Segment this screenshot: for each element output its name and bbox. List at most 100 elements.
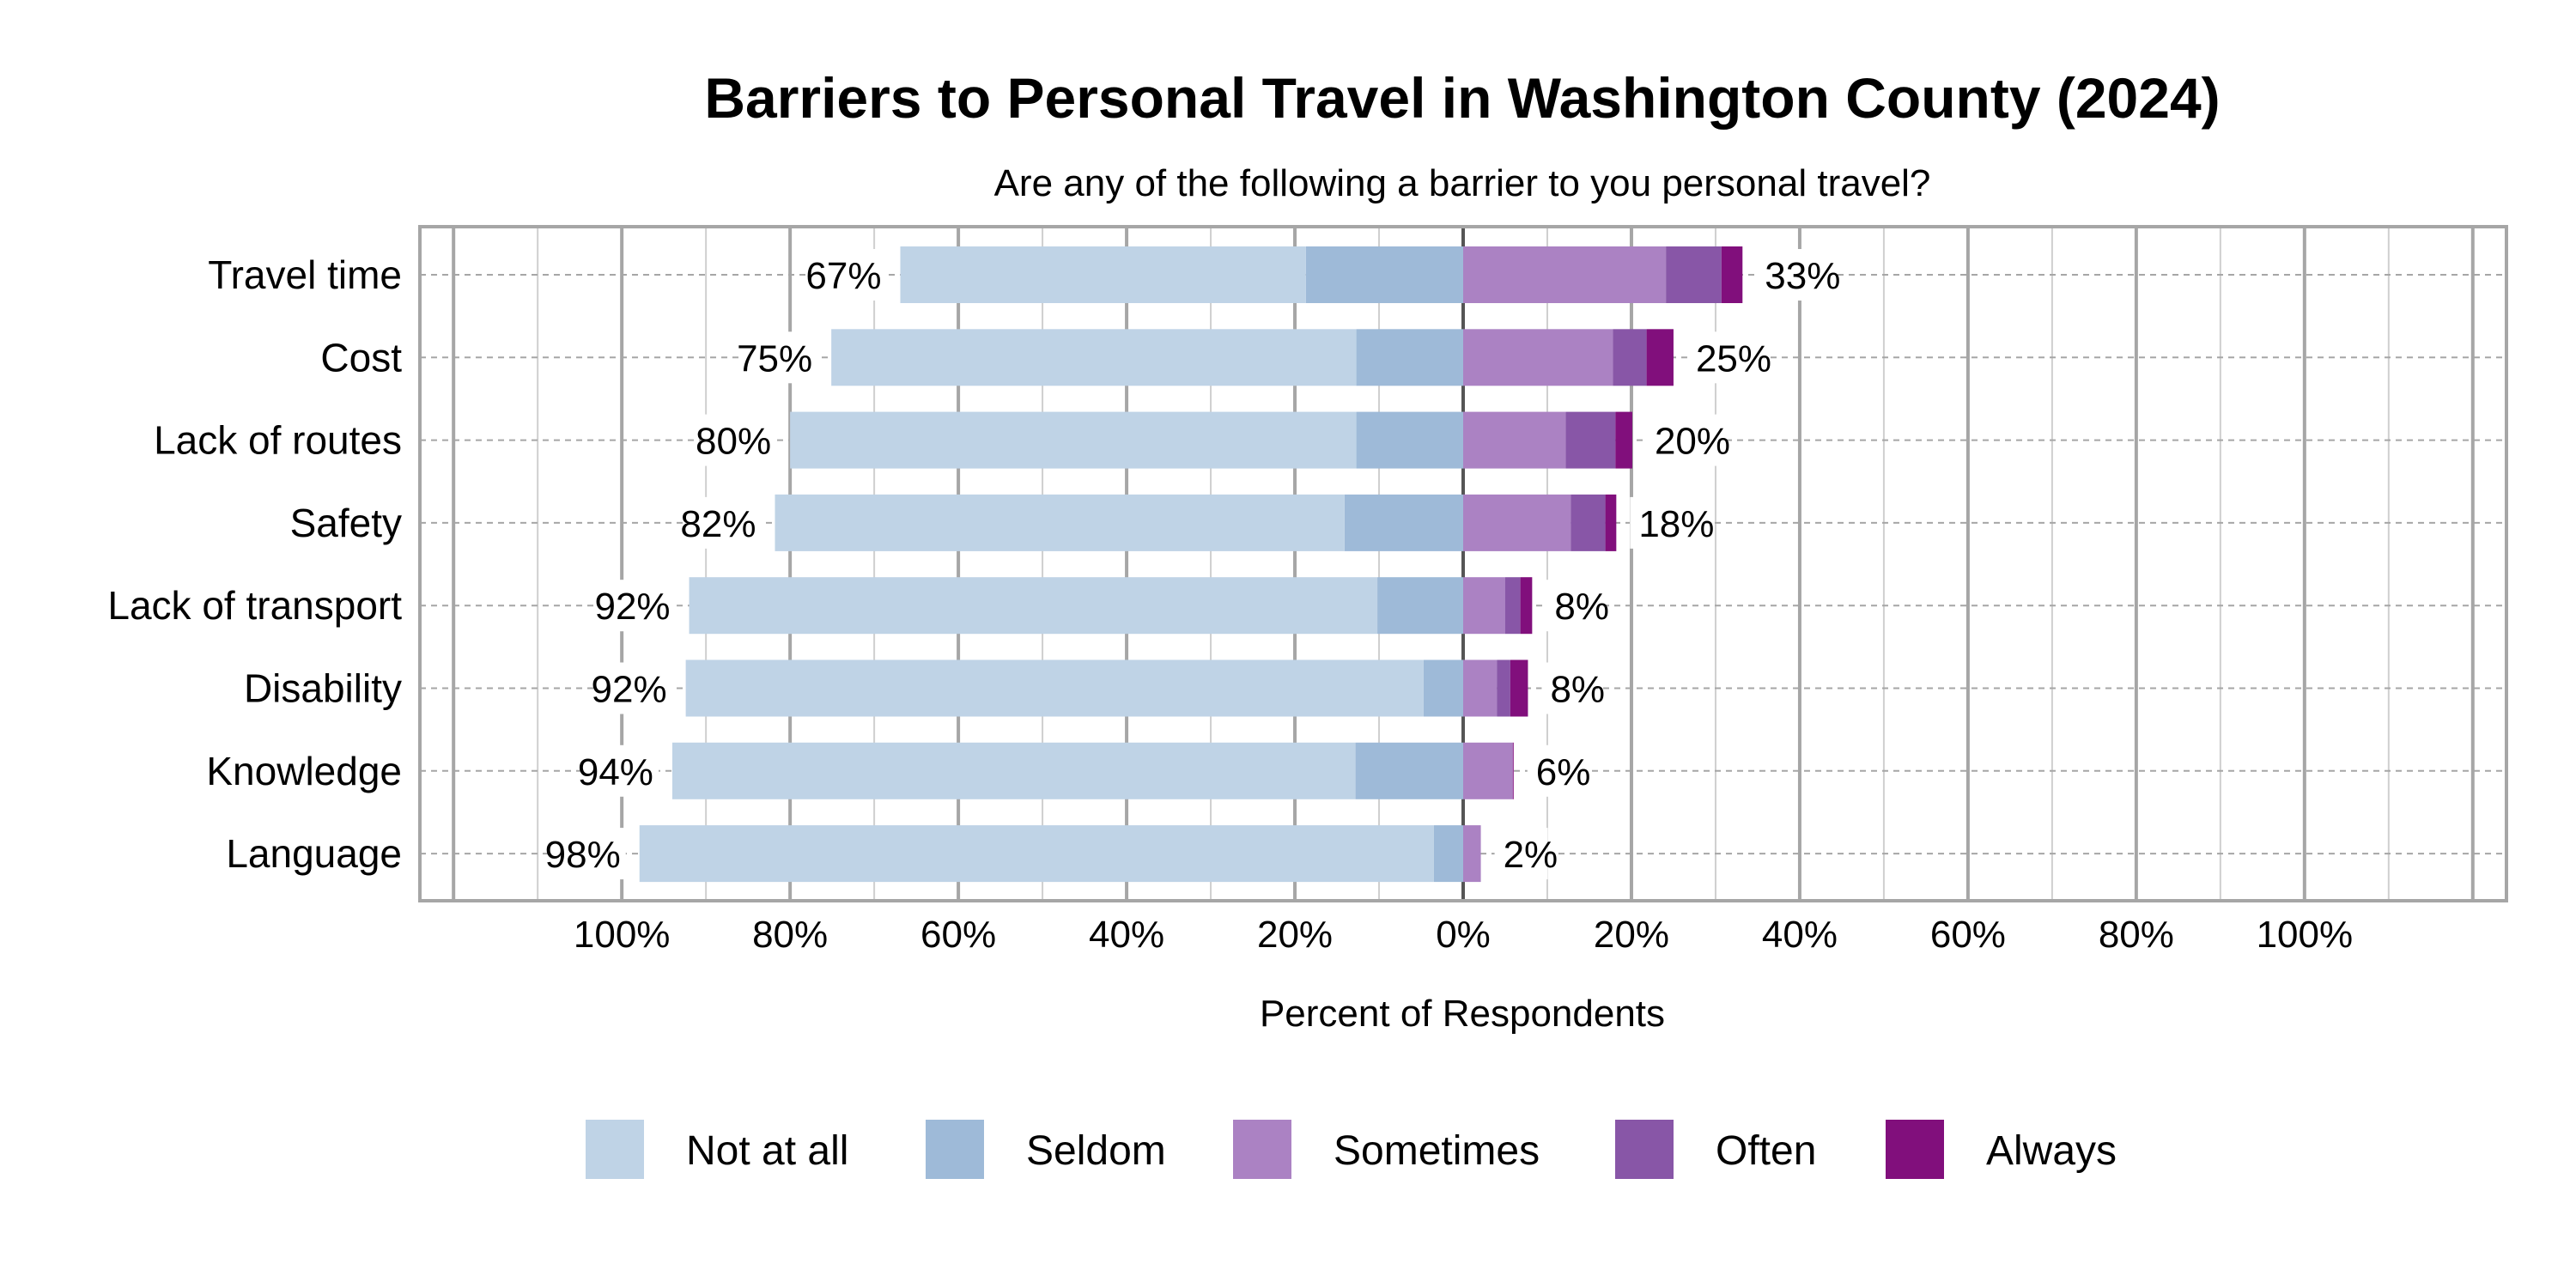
label-background xyxy=(743,331,818,384)
label-background xyxy=(583,744,659,797)
bar-segment-seldom xyxy=(1344,494,1463,551)
chart-subtitle: Are any of the following a barrier to yo… xyxy=(994,162,1931,204)
legend: Not at all Seldom Sometimes Often Always xyxy=(586,1120,2117,1179)
label-background xyxy=(1494,828,1548,880)
left-total-label: 82% xyxy=(680,503,756,545)
right-total-label: 2% xyxy=(1504,834,1558,876)
legend-label: Seldom xyxy=(1026,1128,1166,1174)
category-label: Travel time xyxy=(208,252,402,297)
category-label: Disability xyxy=(244,666,402,711)
bar-segment-seldom xyxy=(1377,577,1463,635)
bar-segment-not-at-all xyxy=(689,577,1378,635)
bar-segment-always xyxy=(1605,494,1617,551)
label-background xyxy=(1546,580,1600,632)
bar-segment-sometimes xyxy=(1463,742,1513,799)
chart-title: Barriers to Personal Travel in Washingto… xyxy=(704,66,2220,130)
label-background xyxy=(600,580,676,632)
legend-swatch-seldom xyxy=(926,1120,984,1179)
x-tick-labels: 100% 80% 60% 40% 20% 0% 20% 40% 60% 80% 100% xyxy=(574,914,2353,956)
left-total-label: 80% xyxy=(696,421,771,463)
bar-segment-always xyxy=(1646,329,1674,386)
x-axis-title: Percent of Respondents xyxy=(1260,993,1665,1035)
bar-segment-often xyxy=(1504,577,1521,635)
left-total-label: 98% xyxy=(545,834,621,876)
bar-segment-sometimes xyxy=(1463,825,1481,883)
left-total-label: 75% xyxy=(737,337,812,380)
bar-segment-sometimes xyxy=(1463,329,1613,386)
bar-segment-always xyxy=(1510,659,1528,717)
bar-segment-seldom xyxy=(1356,329,1463,386)
legend-label: Sometimes xyxy=(1334,1128,1540,1174)
value-labels: 67% 33% 75% 25% 80% 20% 82% 18% 92% 8% 92% 8% 94% 6% 9… xyxy=(545,249,1840,880)
right-total-label: 18% xyxy=(1638,503,1714,545)
category-label: Cost xyxy=(320,335,402,380)
x-tick-label: 80% xyxy=(752,914,828,956)
label-background xyxy=(1630,496,1705,549)
bar-segment-often xyxy=(1571,494,1606,551)
x-tick-label: 40% xyxy=(1762,914,1838,956)
bar-segment-often xyxy=(1666,246,1722,303)
x-tick-label: 20% xyxy=(1257,914,1333,956)
bar-segment-sometimes xyxy=(1463,577,1505,635)
label-background xyxy=(1541,662,1595,714)
bar-segment-often xyxy=(1613,329,1647,386)
bar-segment-not-at-all xyxy=(790,411,1357,469)
label-background xyxy=(811,249,887,301)
right-total-label: 33% xyxy=(1765,255,1840,297)
bar-segment-seldom xyxy=(1305,246,1463,303)
category-label: Safety xyxy=(290,501,402,545)
label-background xyxy=(1756,249,1832,301)
bars xyxy=(639,246,1743,883)
bar-segment-always xyxy=(1512,742,1514,799)
x-tick-label: 60% xyxy=(920,914,996,956)
bar-segment-not-at-all xyxy=(685,659,1424,717)
bar-segment-sometimes xyxy=(1463,494,1571,551)
bar-segment-sometimes xyxy=(1463,659,1498,717)
bar-segment-often xyxy=(1565,411,1616,469)
category-label: Language xyxy=(226,831,402,876)
legend-swatch-not-at-all xyxy=(586,1120,644,1179)
right-total-label: 8% xyxy=(1550,669,1605,711)
bar-segment-seldom xyxy=(1355,742,1463,799)
left-total-label: 94% xyxy=(578,751,653,793)
label-background xyxy=(1527,744,1581,797)
gridlines xyxy=(420,227,2506,901)
label-background xyxy=(597,662,672,714)
legend-label: Often xyxy=(1716,1128,1816,1174)
x-tick-label: 40% xyxy=(1089,914,1164,956)
bar-segment-seldom xyxy=(1433,825,1463,883)
right-total-label: 20% xyxy=(1655,421,1730,463)
category-labels: Travel time Cost Lack of routes Safety Lack … xyxy=(107,252,402,876)
right-total-label: 8% xyxy=(1554,586,1609,628)
category-label: Lack of transport xyxy=(107,583,402,628)
plot-frame xyxy=(418,225,2508,902)
label-background xyxy=(550,828,626,880)
right-total-label: 6% xyxy=(1536,751,1591,793)
bar-segment-sometimes xyxy=(1463,246,1667,303)
label-background xyxy=(686,496,762,549)
x-tick-label: 80% xyxy=(2099,914,2174,956)
x-tick-label: 100% xyxy=(574,914,671,956)
legend-swatch-always xyxy=(1886,1120,1944,1179)
bar-segment-often xyxy=(1497,659,1510,717)
bar-segment-not-at-all xyxy=(671,742,1356,799)
x-tick-label: 100% xyxy=(2257,914,2354,956)
x-tick-label: 60% xyxy=(1930,914,2006,956)
category-label: Knowledge xyxy=(206,749,402,793)
label-background xyxy=(1686,331,1762,384)
category-label: Lack of routes xyxy=(154,418,402,463)
bar-segment-always xyxy=(1721,246,1743,303)
bar-segment-always xyxy=(1615,411,1632,469)
right-total-label: 25% xyxy=(1696,337,1771,380)
bar-segment-not-at-all xyxy=(639,825,1434,883)
bar-segment-always xyxy=(1520,577,1533,635)
legend-label: Not at all xyxy=(686,1128,848,1174)
bar-segment-not-at-all xyxy=(831,329,1357,386)
left-total-label: 67% xyxy=(805,255,881,297)
label-background xyxy=(702,414,777,466)
x-tick-label: 20% xyxy=(1594,914,1669,956)
legend-swatch-often xyxy=(1615,1120,1674,1179)
x-tick-label: 0% xyxy=(1436,914,1491,956)
bar-segment-not-at-all xyxy=(775,494,1345,551)
